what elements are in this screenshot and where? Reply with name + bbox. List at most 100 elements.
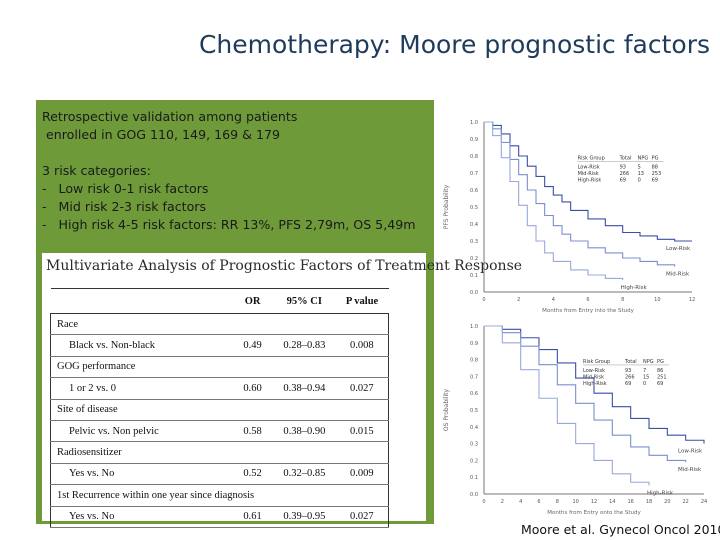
header-p: P value <box>335 288 389 314</box>
x-tick-label: 10 <box>572 499 578 505</box>
row-ci: 0.38–0.90 <box>273 420 336 443</box>
legend-cell: 69 <box>652 177 658 183</box>
row-or: 0.61 <box>232 506 274 528</box>
multivariate-table: OR 95% CI P value Race Black vs. Non-bla… <box>50 288 389 528</box>
y-tick-label: 1.0 <box>470 324 478 330</box>
pfs-chart: 0.0 0.1 0.2 0.3 0.4 0.5 0.6 0.7 0.8 0.9 1.0 0 2 4 6 8 10… <box>440 112 712 323</box>
row-p: 0.009 <box>335 463 389 486</box>
x-tick-label: 16 <box>627 499 633 505</box>
row-p: 0.027 <box>335 377 389 400</box>
y-tick-label: 0.8 <box>470 154 478 160</box>
x-tick-label: 12 <box>689 297 695 303</box>
row-label: Yes vs. No <box>50 506 233 528</box>
legend-cell: 69 <box>620 177 626 183</box>
legend-cell: 86 <box>657 368 663 374</box>
legend-cell: 7 <box>643 368 646 374</box>
row-or: 0.49 <box>232 334 274 357</box>
curve-label: Mid-Risk <box>678 467 702 473</box>
y-tick-label: 0.1 <box>470 273 478 279</box>
legend-cell: 266 <box>625 374 635 380</box>
row-label: Radiosensitizer <box>50 441 389 464</box>
table-row: Radiosensitizer <box>50 441 389 464</box>
table-row: 1st Recurrence within one year since dia… <box>50 484 389 507</box>
legend-cell: 93 <box>620 164 626 170</box>
curve-label: High-Risk <box>621 285 648 291</box>
row-ci: 0.38–0.94 <box>273 377 336 400</box>
legend-cell: 88 <box>652 164 658 170</box>
os-chart-svg: 0.00.10.20.30.40.50.60.70.80.91.00 2 4 6 8 10… <box>443 324 707 516</box>
x-tick-label: 2 <box>501 499 504 505</box>
x-tick-label: 10 <box>654 297 660 303</box>
row-p: 0.008 <box>335 334 389 357</box>
summary-line: - Low risk 0-1 risk factors <box>42 181 209 196</box>
curve-mid-risk <box>484 121 676 267</box>
y-tick-label: 0.7 <box>470 374 478 380</box>
summary-line: - Mid risk 2-3 risk factors <box>42 199 207 214</box>
row-or: 0.52 <box>232 463 274 486</box>
curve-low-risk <box>484 121 692 242</box>
x-tick-label: 8 <box>621 297 624 303</box>
legend-header: Risk Group <box>583 359 610 365</box>
row-label: Site of disease <box>50 399 389 421</box>
row-or: 0.58 <box>232 420 274 443</box>
x-tick-label: 4 <box>552 297 555 303</box>
legend-cell: 0 <box>643 381 646 387</box>
curve-high-risk <box>484 325 650 486</box>
row-p: 0.027 <box>335 506 389 528</box>
summary-text: Retrospective validation among patients … <box>42 108 432 234</box>
x-tick-label: 24 <box>701 499 707 505</box>
table-title: Multivariate Analysis of Prognostic Fact… <box>46 258 523 274</box>
table-row: 1 or 2 vs. 0 0.60 0.38–0.94 0.027 <box>50 377 389 400</box>
x-tick-label: 12 <box>591 499 597 505</box>
legend-cell: Low-Risk <box>583 368 605 374</box>
pfs-chart-svg: 0.0 0.1 0.2 0.3 0.4 0.5 0.6 0.7 0.8 0.9 1.0 0 2 4 6 8 10… <box>443 120 695 314</box>
legend-cell: Low-Risk <box>578 164 600 170</box>
legend-cell: High-Risk <box>578 177 602 183</box>
legend-cell: 13 <box>638 171 644 177</box>
y-tick-label: 0.9 <box>470 137 478 143</box>
x-axis-label: Months from Entry onto the Study <box>547 510 641 516</box>
row-ci: 0.39–0.95 <box>273 506 336 528</box>
y-tick-label: 0.2 <box>470 256 478 262</box>
header-or: OR <box>232 288 274 314</box>
summary-line: 3 risk categories: <box>42 163 151 178</box>
y-tick-label: 0.5 <box>470 408 478 414</box>
row-label: GOG performance <box>50 356 389 379</box>
summary-line: - High risk 4-5 risk factors: RR 13%, PF… <box>42 217 416 232</box>
table-row: GOG performance <box>50 356 389 379</box>
y-axis-label: PFS Probability <box>443 184 450 229</box>
table-row: Yes vs. No 0.52 0.32–0.85 0.009 <box>50 463 389 486</box>
x-tick-label: 6 <box>537 499 540 505</box>
row-or: 0.60 <box>232 377 274 400</box>
legend-cell: 15 <box>643 374 649 380</box>
curve-label: High-Risk <box>647 491 674 497</box>
curve-mid-risk <box>484 325 687 463</box>
summary-line: Retrospective validation among patients <box>42 109 298 124</box>
y-tick-label: 0.4 <box>470 425 478 431</box>
legend-cell: High-Risk <box>583 381 607 387</box>
row-ci: 0.32–0.85 <box>273 463 336 486</box>
summary-line: enrolled in GOG 110, 149, 169 & 179 <box>42 127 280 142</box>
row-label: 1st Recurrence within one year since dia… <box>50 484 389 507</box>
y-tick-label: 1.0 <box>470 120 478 126</box>
x-tick-label: 20 <box>664 499 670 505</box>
legend-header: PG <box>657 359 664 365</box>
table-row: Yes vs. No 0.61 0.39–0.95 0.027 <box>50 506 389 528</box>
header-ci: 95% CI <box>273 288 336 314</box>
legend-header: NPG <box>638 155 649 161</box>
legend-cell: 93 <box>625 368 631 374</box>
legend-cell: 251 <box>657 374 667 380</box>
curve-label: Mid-Risk <box>666 272 690 278</box>
legend-cell: 266 <box>620 171 630 177</box>
row-label: Race <box>50 313 389 336</box>
y-tick-label: 0.2 <box>470 458 478 464</box>
table-row: Pelvic vs. Non pelvic 0.58 0.38–0.90 0.015 <box>50 420 389 443</box>
curve-label: Low-Risk <box>678 449 703 455</box>
legend-header: NPG <box>643 359 654 365</box>
y-tick-label: 0.5 <box>470 205 478 211</box>
x-tick-label: 6 <box>586 297 589 303</box>
x-tick-label: 0 <box>482 499 485 505</box>
row-p: 0.015 <box>335 420 389 443</box>
legend-cell: 69 <box>657 381 663 387</box>
x-tick-label: 0 <box>482 297 485 303</box>
